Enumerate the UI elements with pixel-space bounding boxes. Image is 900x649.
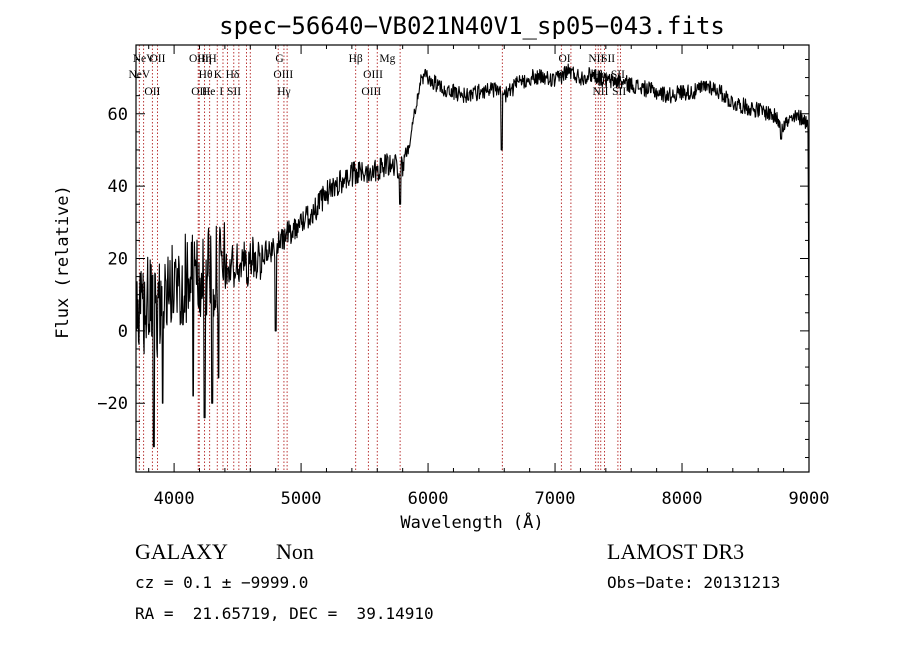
x-tick-label: 9000 bbox=[789, 489, 830, 509]
line-label: Hθ bbox=[199, 69, 213, 81]
line-label: OIII bbox=[361, 86, 381, 98]
y-tick-label: −20 bbox=[97, 394, 128, 414]
survey-label: LAMOST DR3 bbox=[607, 539, 744, 564]
line-label: NII bbox=[588, 53, 604, 65]
y-tick-label: 40 bbox=[108, 177, 128, 197]
line-label: K bbox=[214, 69, 223, 81]
spectrum-series bbox=[135, 63, 810, 448]
line-label: G bbox=[275, 53, 283, 65]
y-tick-label: 20 bbox=[108, 250, 128, 270]
line-label: He bbox=[202, 86, 215, 98]
line-label: Hδ bbox=[226, 69, 240, 81]
x-tick-label: 8000 bbox=[662, 489, 703, 509]
subclass-label: Non bbox=[276, 539, 314, 564]
line-label: SII bbox=[601, 53, 615, 65]
redshift-line: cz = 0.1 ± −9999.0 bbox=[135, 573, 308, 592]
line-label: OII bbox=[144, 86, 160, 98]
line-label: OI bbox=[558, 53, 570, 65]
line-label: OIII bbox=[273, 69, 293, 81]
line-label: SII bbox=[612, 86, 626, 98]
line-label: OII bbox=[191, 86, 207, 98]
line-label: NII bbox=[593, 86, 609, 98]
line-label: Mg bbox=[379, 53, 395, 65]
y-axis-label: Flux (relative) bbox=[53, 185, 73, 339]
line-marker-layer bbox=[138, 45, 621, 472]
line-label: Hη bbox=[197, 53, 211, 65]
y-axis: −20 0 20 40 60 bbox=[97, 58, 809, 459]
line-label: NeV bbox=[133, 53, 155, 65]
y-tick-label: 60 bbox=[108, 105, 128, 125]
x-tick-label: 6000 bbox=[408, 489, 449, 509]
coordinates: RA = 21.65719, DEC = 39.14910 bbox=[135, 604, 434, 623]
line-label: Hγ bbox=[277, 86, 290, 98]
line-label: Hβ bbox=[349, 53, 363, 65]
y-tick-label: 0 bbox=[118, 322, 128, 342]
chart-title: spec−56640−VB021N40V1_sp05−043.fits bbox=[219, 12, 725, 40]
line-label: SII bbox=[227, 86, 241, 98]
line-label: OIII bbox=[363, 69, 383, 81]
x-axis: 4000 5000 6000 7000 8000 9000 bbox=[148, 45, 830, 509]
class-label: GALAXY bbox=[135, 539, 228, 564]
line-label: H bbox=[208, 53, 216, 65]
line-label: OII bbox=[149, 53, 165, 65]
line-label: NeV bbox=[128, 69, 150, 81]
x-tick-label: 4000 bbox=[154, 489, 195, 509]
x-axis-label: Wavelength (Å) bbox=[400, 511, 543, 533]
line-label: OIII bbox=[189, 53, 209, 65]
line-label: I bbox=[219, 86, 223, 98]
x-tick-label: 5000 bbox=[281, 489, 322, 509]
x-tick-label: 7000 bbox=[535, 489, 576, 509]
obs-date: Obs−Date: 20131213 bbox=[607, 573, 780, 592]
